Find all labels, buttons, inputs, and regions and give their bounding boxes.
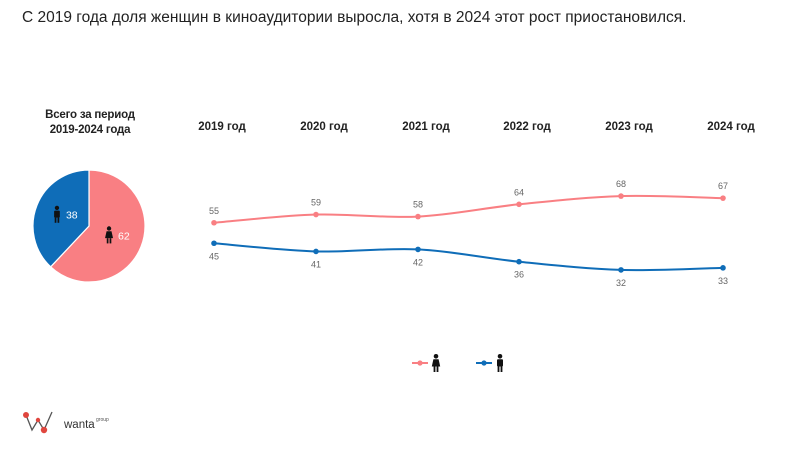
data-point-women bbox=[720, 195, 726, 201]
data-point-women bbox=[516, 201, 522, 208]
pie-title-line-1: Всего за период bbox=[45, 109, 135, 121]
series-line-women bbox=[213, 194, 724, 224]
data-point-men bbox=[516, 258, 522, 265]
legend-item-men bbox=[476, 354, 503, 372]
pie-label-women: 62 bbox=[118, 230, 130, 242]
slide-title: С 2019 года доля женщин в киноаудитории … bbox=[22, 9, 687, 26]
data-label-men: 33 bbox=[718, 276, 728, 286]
data-label-men: 32 bbox=[616, 278, 626, 288]
data-point-women bbox=[313, 211, 319, 218]
wanta-logo: wanta group bbox=[23, 411, 109, 434]
data-point-men bbox=[618, 267, 624, 273]
data-label-men: 41 bbox=[311, 259, 321, 269]
year-label: 2024 год bbox=[707, 121, 755, 133]
year-label: 2022 год bbox=[503, 121, 551, 133]
data-label-women: 67 bbox=[718, 181, 728, 191]
pie-slice-men bbox=[32, 169, 90, 268]
series-line-men bbox=[213, 242, 724, 272]
pie-chart: 62 38 bbox=[32, 169, 146, 283]
line-chart: 2019 год 2020 год 2021 год 2022 год 2023 год… bbox=[198, 121, 755, 372]
year-label: 2019 год bbox=[198, 121, 246, 133]
year-label: 2020 год bbox=[300, 121, 348, 133]
data-label-men: 45 bbox=[209, 251, 219, 261]
data-label-women: 64 bbox=[514, 187, 524, 197]
data-point-men bbox=[720, 265, 726, 271]
pie-chart-title: Всего за период 2019-2024 года bbox=[20, 108, 160, 138]
pie-slice-women bbox=[49, 169, 146, 283]
year-label: 2023 год bbox=[605, 121, 653, 133]
pie-label-men: 38 bbox=[66, 210, 78, 222]
data-label-women: 68 bbox=[616, 179, 626, 189]
data-label-women: 55 bbox=[209, 206, 219, 216]
data-point-men bbox=[211, 240, 217, 247]
data-label-women: 59 bbox=[311, 198, 321, 208]
logo-text: wanta bbox=[63, 419, 95, 431]
data-point-men bbox=[313, 248, 319, 255]
data-label-men: 36 bbox=[514, 270, 524, 280]
year-label: 2021 год bbox=[402, 121, 450, 133]
data-point-women bbox=[415, 213, 421, 220]
logo-superscript: group bbox=[96, 417, 109, 423]
male-figure-icon bbox=[497, 354, 503, 372]
data-point-women bbox=[618, 193, 624, 199]
male-figure-icon bbox=[54, 205, 60, 223]
data-label-women: 58 bbox=[413, 200, 423, 210]
female-figure-icon bbox=[431, 354, 441, 372]
pie-title-line-2: 2019-2024 года bbox=[49, 124, 131, 136]
female-figure-icon bbox=[105, 226, 114, 244]
data-label-men: 42 bbox=[413, 257, 423, 267]
data-point-men bbox=[415, 246, 421, 253]
data-point-women bbox=[211, 219, 217, 226]
legend-item-women bbox=[412, 354, 441, 372]
